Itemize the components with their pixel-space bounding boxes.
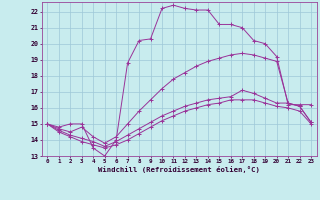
X-axis label: Windchill (Refroidissement éolien,°C): Windchill (Refroidissement éolien,°C) [98,166,260,173]
